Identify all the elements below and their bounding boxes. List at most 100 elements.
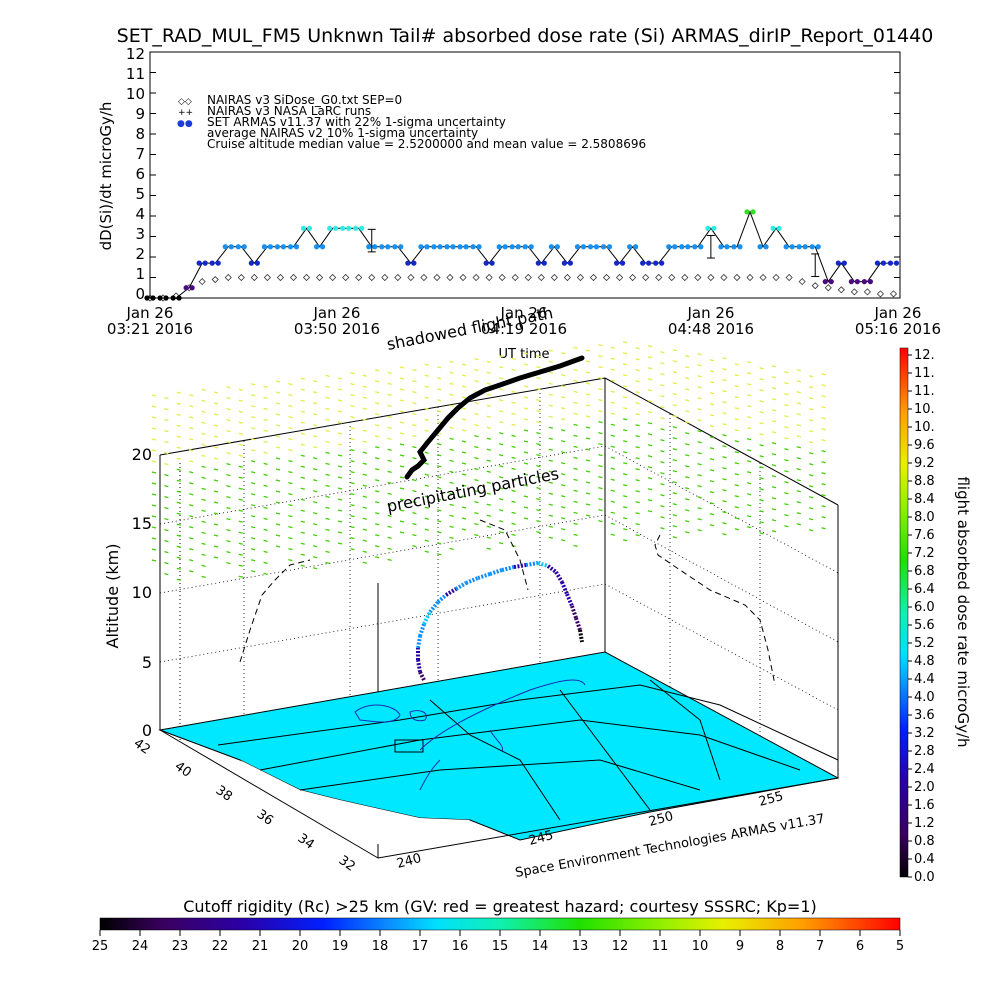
particle-mark	[300, 542, 305, 545]
particle-mark	[263, 572, 268, 576]
particle-mark	[796, 435, 801, 438]
particle-mark	[263, 440, 268, 444]
particle-mark	[474, 533, 479, 537]
flight-segment	[418, 623, 426, 637]
particle-mark	[585, 481, 591, 484]
particle-mark	[635, 380, 640, 383]
particle-mark	[759, 444, 764, 447]
particle-mark	[722, 489, 727, 492]
particle-mark	[449, 459, 454, 463]
particle-mark	[561, 462, 566, 465]
measured-point	[183, 285, 189, 291]
colorbar-tick-label: 9	[736, 939, 744, 954]
particle-mark	[635, 523, 640, 526]
particle-mark	[561, 429, 566, 432]
particle-mark	[511, 434, 516, 438]
particle-mark	[201, 520, 206, 524]
colorbar-tick-label: 8.0	[914, 510, 935, 525]
particle-mark	[325, 539, 330, 543]
particle-mark	[437, 377, 442, 380]
particle-mark	[399, 465, 405, 468]
model-point	[485, 273, 493, 282]
particle-mark	[213, 556, 219, 559]
particle-mark	[424, 517, 429, 520]
measured-point	[593, 244, 600, 250]
particle-mark	[350, 503, 355, 507]
particle-mark	[561, 418, 566, 421]
particle-mark	[771, 453, 777, 456]
measured-point	[463, 244, 469, 250]
particle-mark	[610, 511, 615, 514]
particle-mark	[647, 488, 653, 491]
particle-mark	[164, 506, 169, 510]
particle-mark	[300, 531, 305, 534]
particle-mark	[536, 475, 541, 479]
particle-mark	[685, 355, 690, 358]
particle-mark	[412, 390, 417, 394]
particle-mark	[771, 409, 777, 412]
particle-mark	[176, 435, 181, 438]
particle-mark	[771, 420, 777, 423]
particle-mark	[647, 400, 653, 403]
colorbar-tick-label: 23	[172, 939, 189, 954]
particle-mark	[697, 430, 702, 433]
particle-mark	[251, 460, 256, 463]
particle-mark	[337, 388, 343, 391]
measured-point	[502, 244, 508, 250]
particle-mark	[635, 468, 640, 471]
particle-mark	[375, 391, 380, 394]
particle-mark	[771, 486, 777, 489]
particle-mark	[821, 428, 826, 431]
particle-mark	[350, 470, 355, 474]
particle-mark	[672, 393, 677, 396]
particle-mark	[660, 384, 665, 387]
particle-mark	[164, 396, 169, 400]
model-point	[224, 273, 232, 282]
particle-mark	[747, 460, 752, 463]
particle-mark	[151, 515, 157, 518]
particle-mark	[275, 501, 281, 504]
particle-mark	[176, 567, 181, 570]
particle-mark	[176, 402, 181, 405]
model-point	[315, 273, 324, 282]
particle-mark	[486, 470, 491, 473]
flight-segment	[428, 600, 440, 614]
particle-mark	[635, 435, 640, 438]
particle-mark	[536, 486, 541, 490]
particle-mark	[499, 520, 504, 523]
measured-point	[587, 244, 594, 250]
particle-mark	[523, 385, 529, 388]
particle-mark	[213, 490, 219, 493]
x-tick-label: Jan 26	[687, 304, 735, 322]
particle-mark	[437, 421, 442, 424]
particle-mark	[226, 451, 231, 455]
particle-mark	[437, 531, 442, 534]
particle-mark	[635, 369, 640, 372]
particle-mark	[375, 479, 380, 482]
shadowed-path-line	[404, 355, 585, 480]
colorbar-tick-label: 16	[452, 939, 469, 954]
particle-mark	[213, 435, 219, 438]
particle-mark	[387, 426, 392, 430]
measured-point	[313, 244, 320, 250]
particle-mark	[523, 517, 529, 520]
model-point	[824, 284, 832, 292]
colorbar-tick-label: 10.	[914, 402, 935, 417]
particle-mark	[449, 547, 454, 551]
flight-segment	[546, 564, 558, 574]
z-tick-label: 20	[132, 445, 152, 464]
particle-mark	[709, 524, 715, 527]
model-point	[446, 273, 454, 282]
particle-mark	[288, 536, 293, 540]
particle-mark	[275, 534, 281, 537]
particle-mark	[238, 421, 243, 424]
particle-mark	[796, 490, 801, 493]
particle-mark	[201, 476, 206, 480]
measured-point	[235, 244, 241, 250]
particle-mark	[809, 419, 814, 422]
colorbar-tick-label: 2.0	[914, 780, 935, 795]
measured-point	[841, 260, 847, 266]
particle-mark	[672, 360, 677, 363]
particle-mark	[573, 456, 578, 460]
particle-mark	[238, 465, 243, 468]
